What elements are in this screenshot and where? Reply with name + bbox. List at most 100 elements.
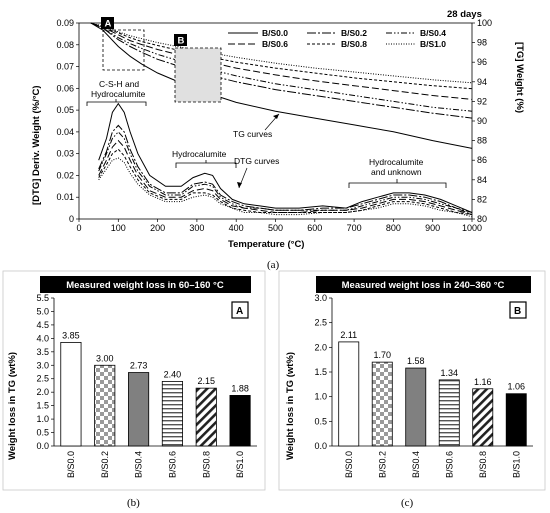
y-axis-label-right: [TG] Weight (%) [514, 42, 525, 113]
x-tick-label: B/S0.0 [344, 451, 354, 478]
bar-bs06 [161, 381, 183, 447]
x-tick-label: B/S0.2 [377, 451, 387, 478]
age-label: 28 days [447, 9, 482, 20]
y-left-tick-label: 0 [69, 214, 74, 224]
panel-b-border [2, 270, 266, 491]
x-tick-label: 700 [347, 223, 362, 233]
x-tick-label: B/S0.2 [100, 451, 110, 478]
arrow-tg-head [273, 114, 279, 119]
y-tick-label: 2.0 [314, 342, 327, 352]
x-tick-label: 500 [268, 223, 283, 233]
title-bar-b [40, 276, 251, 293]
legend-label: B/S0.6 [262, 39, 288, 49]
y-right-tick-label: 96 [477, 57, 487, 67]
bar-bs06 [438, 379, 460, 447]
legend-label: B/S0.0 [262, 28, 288, 38]
x-tick-label: 800 [386, 223, 401, 233]
zoom-box-a-badge [101, 17, 114, 29]
annotation-hydro-unknown-2: and unknown [371, 167, 422, 177]
y-right-tick-label: 94 [477, 77, 487, 87]
plot-frame [78, 22, 473, 220]
legend-label: B/S0.4 [420, 28, 446, 38]
bar-value-label: 1.06 [507, 382, 525, 392]
y-tick-label: 2.0 [36, 387, 49, 397]
x-tick-label: 600 [307, 223, 322, 233]
badge-b [231, 301, 249, 319]
dtg-curves [98, 102, 473, 218]
bar-chart-b: Measured weight loss in 60–160 °C A Weig… [2, 270, 266, 509]
bar-value-label: 1.34 [440, 368, 458, 378]
y-right-tick-label: 82 [477, 194, 487, 204]
y-tick-label: 3.0 [314, 293, 327, 303]
annotation-dtg-curves: DTG curves [234, 156, 279, 166]
bar-value-label: 3.85 [62, 330, 80, 340]
y-tick-label: 3.0 [36, 360, 49, 370]
y-tick-label: 0.0 [314, 441, 327, 451]
x-tick-label: 100 [111, 223, 126, 233]
dtg-line-bs06 [98, 139, 473, 216]
badge-b-label: A [236, 306, 243, 317]
chart-title-c: Measured weight loss in 240–360 °C [342, 280, 505, 291]
bar-bs00 [60, 341, 82, 447]
title-bar-c [316, 276, 531, 293]
bar-bs08 [472, 388, 494, 447]
dtg-line-bs10 [98, 157, 473, 218]
y-tick-label: 1.0 [36, 414, 49, 424]
legend-label: B/S0.2 [341, 28, 367, 38]
tg-line-bs10 [90, 22, 473, 84]
bar-bs08 [195, 387, 217, 447]
y-tick-label: 0.5 [314, 416, 327, 426]
y-tick-label: 2.5 [314, 318, 327, 328]
y-left-tick-label: 0.04 [56, 127, 74, 137]
bar-bs10 [505, 393, 527, 447]
legend-label: B/S1.0 [420, 39, 446, 49]
bar-bs04 [128, 372, 150, 447]
annotation-tg-curves: TG curves [233, 129, 272, 139]
bar-bs04 [405, 367, 427, 447]
x-tick-label: B/S0.8 [478, 451, 488, 478]
bar-value-label: 2.11 [340, 330, 357, 340]
y-tick-label: 1.0 [314, 392, 327, 402]
bar-bs02 [371, 361, 393, 447]
y-tick-label: 2.5 [36, 374, 49, 384]
bar-value-label: 1.16 [474, 377, 492, 387]
zoom-box-b-badge [174, 34, 187, 46]
dtg-line-bs02 [98, 124, 473, 213]
arrow-dtg-head [237, 182, 242, 188]
bracket-hydro-unknown [348, 179, 447, 188]
x-tick-label: B/S1.0 [235, 451, 245, 478]
x-tick-label: B/S0.6 [167, 451, 177, 478]
y-left-tick-label: 0.08 [56, 40, 74, 50]
tg-dtg-chart: 28 days 0 100 200 300 400 500 600 700 800 900 1000… [31, 9, 525, 271]
y-right-tick-label: 92 [477, 96, 487, 106]
y-tick-label: 4.0 [36, 333, 49, 343]
x-tick-label: 0 [76, 223, 81, 233]
y-left-tick-label: 0.01 [56, 192, 74, 202]
badge-c [509, 301, 527, 319]
chart-title-b: Measured weight loss in 60–160 °C [66, 280, 224, 291]
x-tick-label: 200 [150, 223, 165, 233]
x-tick-label: 900 [425, 223, 440, 233]
legend: B/S0.0 B/S0.2 B/S0.4 B/S0.6 B/S0.8 B/S1.0 [228, 28, 446, 49]
y-left-tick-label: 0.09 [56, 18, 74, 28]
y-axis-label-b: Weight loss in TG (wt%) [7, 352, 18, 460]
bracket-hydrocalumite [175, 160, 237, 168]
dtg-line-bs04 [98, 131, 473, 216]
annotation-csh-2: Hydrocalumite [91, 89, 146, 99]
caption-a: (a) [267, 259, 280, 271]
y-tick-label: 4.5 [36, 320, 49, 330]
bar-value-label: 2.15 [197, 376, 215, 386]
y-right-tick-label: 100 [477, 18, 492, 28]
zoom-box-a-label: A [105, 19, 112, 30]
zoom-box-a [102, 29, 145, 71]
y-tick-label: 0.5 [36, 428, 49, 438]
caption-b: (b) [127, 497, 140, 509]
bar-value-label: 2.73 [130, 361, 148, 371]
y-left-tick-label: 0.03 [56, 149, 74, 159]
bar-value-label: 1.88 [231, 383, 249, 393]
y-tick-label: 1.5 [36, 401, 49, 411]
bar-bs02 [94, 364, 116, 447]
badge-c-label: B [514, 306, 521, 317]
x-tick-label: 1000 [462, 223, 482, 233]
annotation-csh: C-S-H and [99, 79, 139, 89]
